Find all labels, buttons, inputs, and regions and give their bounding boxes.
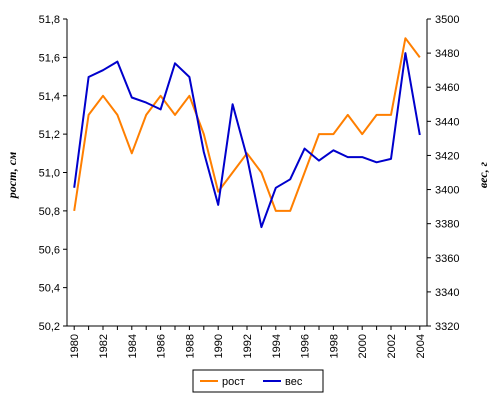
- left-tick-label: 51,8: [39, 14, 60, 26]
- right-tick-label: 3460: [435, 82, 459, 94]
- plot-area: [66, 19, 428, 327]
- x-tick-label: 1990: [213, 334, 225, 358]
- x-tick-label: 1986: [156, 334, 168, 358]
- legend-label-rost: рост: [222, 376, 245, 388]
- left-tick-label: 50,8: [39, 206, 60, 218]
- legend-box: [192, 369, 324, 393]
- series-line-rost: [73, 37, 421, 212]
- left-tick-label: 51,0: [39, 168, 60, 180]
- x-axis-ticks: 1980 1982 1984 1986 1988 1990 1992 1994 1996 1998…: [69, 326, 427, 358]
- right-tick-label: 3360: [435, 253, 459, 265]
- right-tick-label: 3320: [435, 321, 459, 333]
- x-tick-label: 2000: [357, 334, 369, 358]
- left-tick-label: 51,2: [39, 129, 60, 141]
- x-tick-label: 1998: [328, 334, 340, 358]
- right-tick-label: 3500: [435, 14, 459, 26]
- left-axis-title: рост, см: [5, 152, 19, 200]
- x-tick-label: 1980: [69, 334, 81, 358]
- left-tick-label: 51,4: [39, 91, 60, 103]
- legend-label-ves: вес: [285, 376, 303, 388]
- right-axis-ticks: 3320 3340 3360 3380 3400 3420 3440 3460 3480 3500: [427, 14, 459, 333]
- right-tick-label: 3340: [435, 287, 459, 299]
- x-tick-label: 1988: [184, 334, 196, 358]
- x-tick-label: 2002: [386, 334, 398, 358]
- right-tick-label: 3400: [435, 185, 459, 197]
- right-tick-label: 3380: [435, 219, 459, 231]
- legend: рост вес: [192, 369, 324, 393]
- series-line-ves: [73, 52, 421, 229]
- left-tick-label: 50,6: [39, 244, 60, 256]
- left-tick-label: 51,6: [39, 52, 60, 64]
- left-tick-label: 50,2: [39, 321, 60, 333]
- right-tick-label: 3420: [435, 150, 459, 162]
- x-tick-label: 1982: [98, 334, 110, 358]
- series-layer: [73, 37, 421, 229]
- x-tick-label: 1984: [127, 334, 139, 358]
- right-tick-label: 3440: [435, 116, 459, 128]
- x-tick-label: 1996: [300, 334, 312, 358]
- left-axis-ticks: 50,2 50,4 50,6 50,8 51,0 51,2 51,4 51,6 51,8: [39, 14, 67, 333]
- left-tick-label: 50,4: [39, 283, 60, 295]
- x-tick-label: 1994: [271, 334, 283, 358]
- right-tick-label: 3480: [435, 48, 459, 60]
- x-tick-label: 1992: [242, 334, 254, 358]
- x-tick-label: 2004: [415, 334, 427, 358]
- right-axis-title: вес, г: [476, 161, 490, 188]
